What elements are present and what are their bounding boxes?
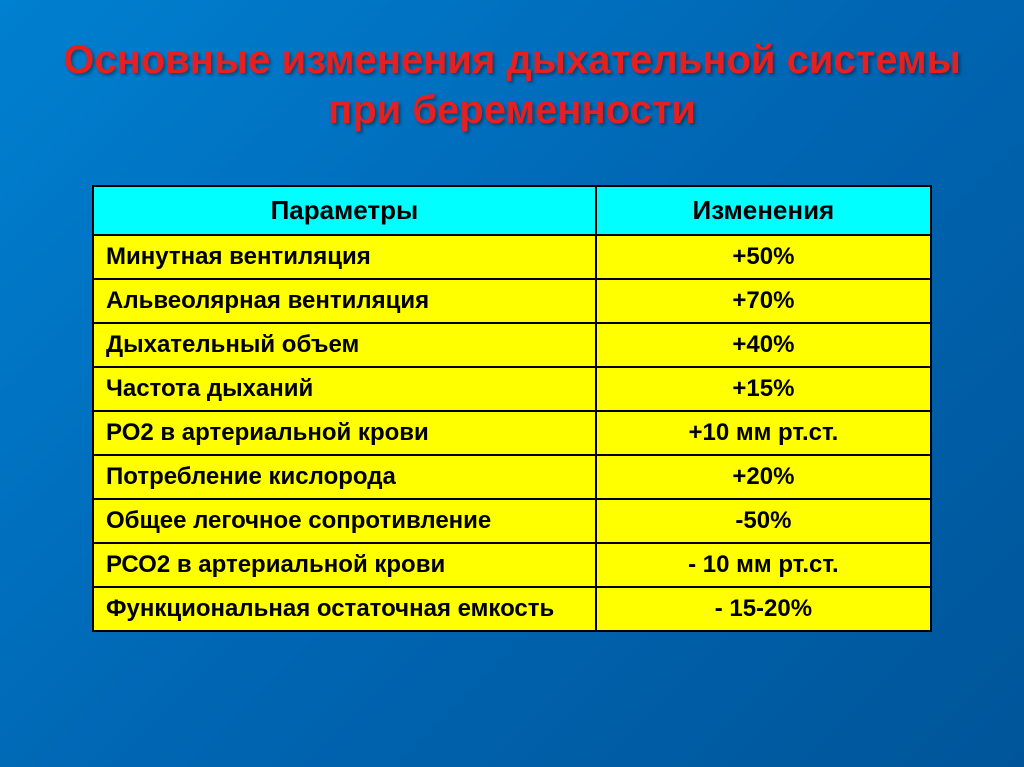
table-row: Функциональная остаточная емкость - 15-2… (93, 587, 931, 631)
table-row: Альвеолярная вентиляция +70% (93, 279, 931, 323)
change-cell: - 10 мм рт.ст. (596, 543, 931, 587)
table-row: Минутная вентиляция +50% (93, 235, 931, 279)
param-cell: Альвеолярная вентиляция (93, 279, 596, 323)
change-cell: - 15-20% (596, 587, 931, 631)
data-table: Параметры Изменения Минутная вентиляция … (92, 185, 932, 632)
table-row: Дыхательный объем +40% (93, 323, 931, 367)
param-cell: Общее легочное сопротивление (93, 499, 596, 543)
param-cell: Функциональная остаточная емкость (93, 587, 596, 631)
slide: Основные изменения дыхательной системы п… (0, 0, 1024, 767)
table-header-row: Параметры Изменения (93, 186, 931, 235)
param-cell: Потребление кислорода (93, 455, 596, 499)
change-cell: +50% (596, 235, 931, 279)
table-container: Параметры Изменения Минутная вентиляция … (92, 185, 932, 632)
param-cell: Дыхательный объем (93, 323, 596, 367)
change-cell: +20% (596, 455, 931, 499)
change-cell: +15% (596, 367, 931, 411)
table-row: РО2 в артериальной крови +10 мм рт.ст. (93, 411, 931, 455)
param-cell: Частота дыханий (93, 367, 596, 411)
column-header-changes: Изменения (596, 186, 931, 235)
change-cell: +70% (596, 279, 931, 323)
table-row: Общее легочное сопротивление -50% (93, 499, 931, 543)
param-cell: РО2 в артериальной крови (93, 411, 596, 455)
change-cell: -50% (596, 499, 931, 543)
table-row: Потребление кислорода +20% (93, 455, 931, 499)
change-cell: +40% (596, 323, 931, 367)
slide-title: Основные изменения дыхательной системы п… (50, 35, 974, 135)
table-row: РСО2 в артериальной крови - 10 мм рт.ст. (93, 543, 931, 587)
table-body: Минутная вентиляция +50% Альвеолярная ве… (93, 235, 931, 631)
column-header-params: Параметры (93, 186, 596, 235)
param-cell: РСО2 в артериальной крови (93, 543, 596, 587)
table-row: Частота дыханий +15% (93, 367, 931, 411)
param-cell: Минутная вентиляция (93, 235, 596, 279)
change-cell: +10 мм рт.ст. (596, 411, 931, 455)
